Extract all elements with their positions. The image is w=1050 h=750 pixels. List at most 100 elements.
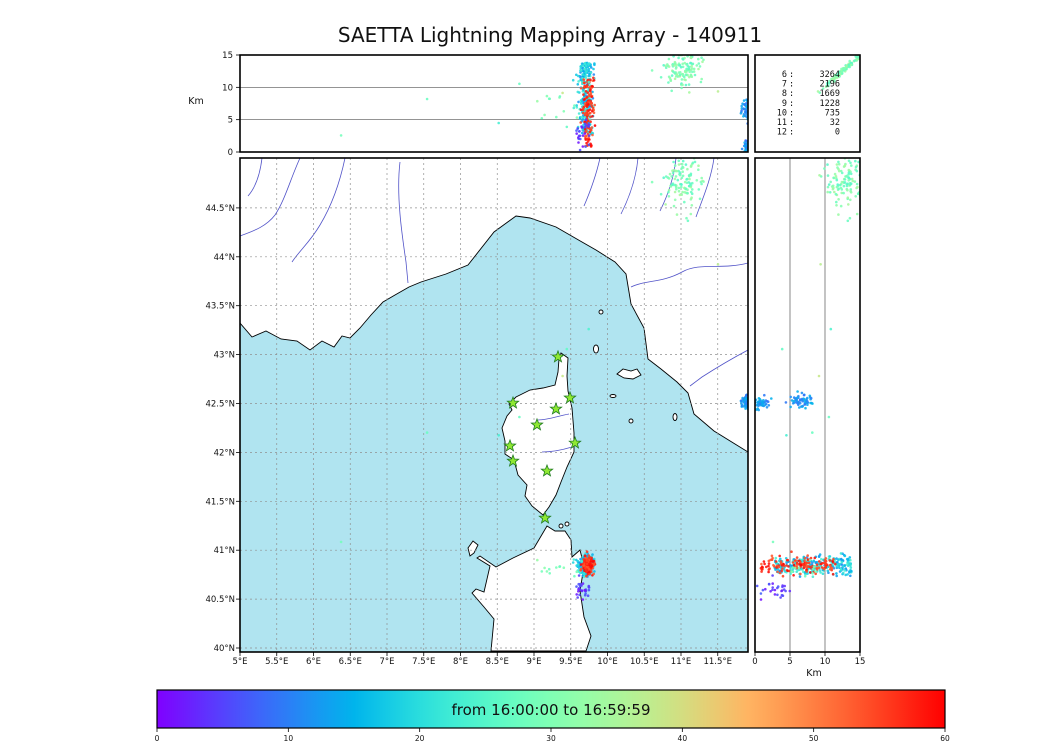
stats-panel-border <box>754 54 861 153</box>
map-x-tick-label: 6°E <box>306 657 321 667</box>
alt-axis-labels: 0 5 10 15 <box>222 51 240 158</box>
rivers <box>240 158 748 453</box>
stats-row-value: 1228 <box>820 99 840 109</box>
river-po-tributary-1 <box>583 158 601 207</box>
lma-station-star <box>506 453 520 467</box>
stats-row-label: 12 <box>777 128 787 138</box>
map-y-tick-label: 43°N <box>214 351 235 361</box>
lma-station-markers <box>503 349 582 524</box>
river-po-tributary-2 <box>620 158 639 215</box>
stats-row-colon: : <box>789 108 794 118</box>
alt-vs-lon-border <box>239 54 749 153</box>
latitude-axis-labels: 40°N 40.5°N 41°N 41.5°N 42°N 42.5°N 43°N 43.5°N… <box>205 204 240 654</box>
longitude-axis-labels: 5°E 5.5°E 6°E 6.5°E 7°E 7.5°E 8°E 8.5°E 9°E 9.5°E… <box>232 652 732 667</box>
river-golo <box>537 413 570 421</box>
river-var <box>398 161 409 284</box>
alt-axis-labels-right: 0 5 10 15 <box>752 652 865 667</box>
river-france-1 <box>240 158 301 237</box>
stats-row-value: 1669 <box>820 89 840 99</box>
land-masses <box>240 158 748 652</box>
colorbar-tick-label: 30 <box>546 734 556 743</box>
island-maddalena-2 <box>564 521 570 527</box>
lma-station-star <box>549 401 563 415</box>
stats-row-label: 7 <box>782 80 787 90</box>
island-asinara <box>467 540 479 557</box>
stats-panel: 6: 3264 7: 2196 8: 1669 9: 1228 10: 735 11: 32 12: 0 <box>754 54 861 153</box>
alt-tick-label: 5 <box>228 116 233 126</box>
lma-station-star <box>538 510 552 524</box>
stats-row-value: 2196 <box>820 80 840 90</box>
alt-axis-unit-label-right: Km <box>806 668 821 679</box>
map-y-tick-label: 42°N <box>214 448 235 458</box>
alt-vs-lat-panel: 0 5 10 15 Km <box>752 157 865 679</box>
map-y-tick-label: 42.5°N <box>205 400 235 410</box>
figure-title: SAETTA Lightning Mapping Array - 140911 <box>338 23 762 47</box>
alt-tick-label: 10 <box>820 657 831 667</box>
map-y-tick-label: 40°N <box>214 644 235 654</box>
lat-lon-gridlines <box>240 158 748 652</box>
map-x-tick-label: 5.5°E <box>265 657 288 667</box>
colorbar-gradient-bar <box>156 689 946 729</box>
alt-tick-label: 15 <box>222 51 233 61</box>
stats-row-value: 3264 <box>820 70 840 80</box>
map-x-tick-label: 9°E <box>526 657 541 667</box>
lightning-scatter-alt-lon <box>339 55 748 152</box>
alt-axis-unit-label: Km <box>188 96 203 107</box>
colorbar-tick-label: 40 <box>678 734 688 743</box>
map-x-tick-label: 7°E <box>379 657 394 667</box>
stats-row-colon: : <box>789 99 794 109</box>
stats-row-colon: : <box>789 128 794 138</box>
island-giglio <box>672 413 678 421</box>
map-x-tick-label: 8°E <box>453 657 468 667</box>
colorbar-tick-label: 20 <box>415 734 425 743</box>
stats-row-label: 6 <box>782 70 787 80</box>
river-po-tributary-4 <box>695 158 715 218</box>
stats-row-value: 32 <box>830 118 840 128</box>
colorbar-tick-label: 60 <box>940 734 950 743</box>
alt-vs-lat-border <box>754 157 861 653</box>
island-elba <box>616 368 642 380</box>
lightning-scatter-alt-alt <box>816 55 860 94</box>
stats-row-colon: : <box>789 118 794 128</box>
stats-row-colon: : <box>789 80 794 90</box>
alt-ref-lines <box>240 86 748 121</box>
alt-tick-label: 5 <box>787 657 792 667</box>
map-border <box>239 157 749 653</box>
lma-station-star <box>551 349 565 363</box>
time-colorbar: from 16:00:00 to 16:59:59 0 10 20 30 40 50 60 <box>155 689 950 743</box>
lightning-scatter-alt-lat <box>755 158 860 601</box>
lma-station-star <box>506 395 520 409</box>
colorbar-title: from 16:00:00 to 16:59:59 <box>451 701 650 719</box>
stats-row-label: 8 <box>782 89 787 99</box>
alt-vs-lon-bg <box>240 55 748 152</box>
lma-station-star <box>540 463 554 477</box>
map-x-tick-label: 9.5°E <box>559 657 582 667</box>
stats-row-label: 9 <box>782 99 787 109</box>
island-maddalena-1 <box>558 523 564 529</box>
lma-station-star <box>530 417 544 431</box>
alt-tick-label: 0 <box>228 148 233 158</box>
stats-row-value: 735 <box>825 108 840 118</box>
lma-station-star <box>568 435 582 449</box>
alt-tick-label: 0 <box>752 657 757 667</box>
lma-station-star <box>563 390 577 404</box>
map-y-tick-label: 40.5°N <box>205 595 235 605</box>
alt-vs-lon-panel: 0 5 10 15 Km <box>188 51 749 158</box>
map-y-tick-label: 44°N <box>214 253 235 263</box>
colorbar-tick-label: 0 <box>155 734 160 743</box>
island-pianosa <box>609 394 617 398</box>
map-x-tick-label: 5°E <box>232 657 247 667</box>
map-x-tick-label: 10.5°E <box>630 657 659 667</box>
map-y-tick-label: 44.5°N <box>205 204 235 214</box>
stats-row-colon: : <box>789 89 794 99</box>
coastline-france-italy <box>240 158 748 453</box>
river-ombrone <box>689 349 748 387</box>
map-y-tick-label: 41°N <box>214 546 235 556</box>
map-y-tick-label: 41.5°N <box>205 497 235 507</box>
stats-row-value: 0 <box>835 128 840 138</box>
island-montecristo <box>628 418 634 424</box>
island-capraia <box>593 344 599 354</box>
stats-row-label: 10 <box>777 108 787 118</box>
